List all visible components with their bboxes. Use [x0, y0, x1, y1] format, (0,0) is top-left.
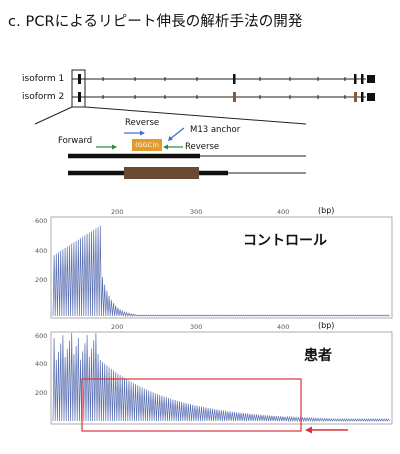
- control-label: コントロール: [243, 233, 327, 249]
- patient-x-tick-200: 200: [111, 323, 124, 331]
- reverse-primer-bottom-arrow: [163, 144, 183, 150]
- repeat-box: [132, 139, 162, 151]
- m13-anchor-label: M13 anchor: [190, 125, 241, 135]
- control-x-tick-200: 200: [111, 208, 124, 216]
- isoform-2-label: isoform 2: [22, 92, 65, 102]
- red-arrow: [305, 426, 348, 434]
- patient-x-tick-400: 400: [277, 323, 290, 331]
- patient-x-tick-300: 300: [190, 323, 203, 331]
- control-trace: [52, 225, 390, 318]
- patient-y-tick-600: 600: [35, 332, 48, 340]
- control-y-tick-600: 600: [35, 217, 48, 225]
- expanded-repeat-block: [124, 167, 199, 179]
- reverse-primer-top-arrow: [124, 130, 145, 136]
- control-x-tick-300: 300: [190, 208, 203, 216]
- patient-panel-frame: [50, 331, 393, 425]
- control-y-tick-400: 400: [35, 247, 48, 255]
- reverse-label-bottom: Reverse: [185, 142, 220, 152]
- zoom-box: [71, 69, 86, 108]
- repeat-label: (GGC)n: [135, 141, 159, 149]
- patient-trace: [52, 332, 390, 423]
- patient-y-tick-200: 200: [35, 389, 48, 397]
- reverse-label-top: Reverse: [125, 118, 160, 128]
- forward-label: Forward: [58, 136, 93, 146]
- m13-anchor-arrow: [168, 127, 185, 141]
- forward-primer-arrow: [96, 144, 117, 150]
- control-y-tick-200: 200: [35, 276, 48, 284]
- expansion-highlight-box: [81, 378, 302, 432]
- isoform-2-model: [72, 92, 375, 102]
- patient-label: 患者: [304, 348, 332, 364]
- figure-title: c. PCRによるリピート伸長の解析手法の開発: [8, 14, 303, 30]
- control-x-tick-400: 400: [277, 208, 290, 216]
- isoform-1-model: [72, 74, 375, 84]
- isoform-1-label: isoform 1: [22, 74, 65, 84]
- patient-unit: (bp): [318, 321, 335, 330]
- patient-y-tick-400: 400: [35, 360, 48, 368]
- control-unit: (bp): [318, 206, 335, 215]
- control-panel-frame: [50, 216, 393, 319]
